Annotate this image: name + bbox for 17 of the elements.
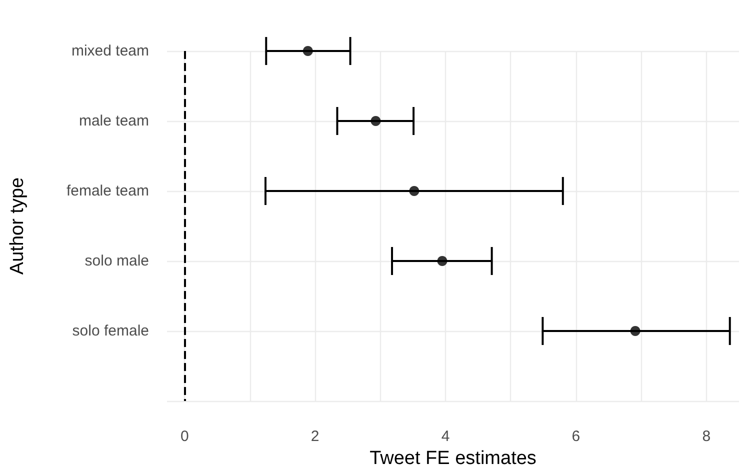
x-tick-label: 8 [702, 428, 711, 445]
x-tick-label: 0 [180, 428, 189, 445]
x-axis-title: Tweet FE estimates [370, 448, 536, 469]
point [630, 326, 640, 336]
y-tick-label: solo female [72, 322, 149, 340]
point [437, 256, 448, 266]
y-axis-title: Author type [7, 177, 28, 275]
x-tick-label: 2 [310, 428, 320, 445]
y-tick-label: male team [78, 112, 149, 130]
y-tick-label: mixed team [71, 42, 149, 60]
point [409, 186, 420, 196]
x-tick-label: 4 [441, 428, 450, 445]
x-tick-label: 6 [572, 428, 580, 445]
point [370, 116, 381, 126]
y-tick-label: solo male [84, 252, 149, 270]
point [302, 46, 313, 56]
y-tick-label: female team [66, 182, 149, 200]
